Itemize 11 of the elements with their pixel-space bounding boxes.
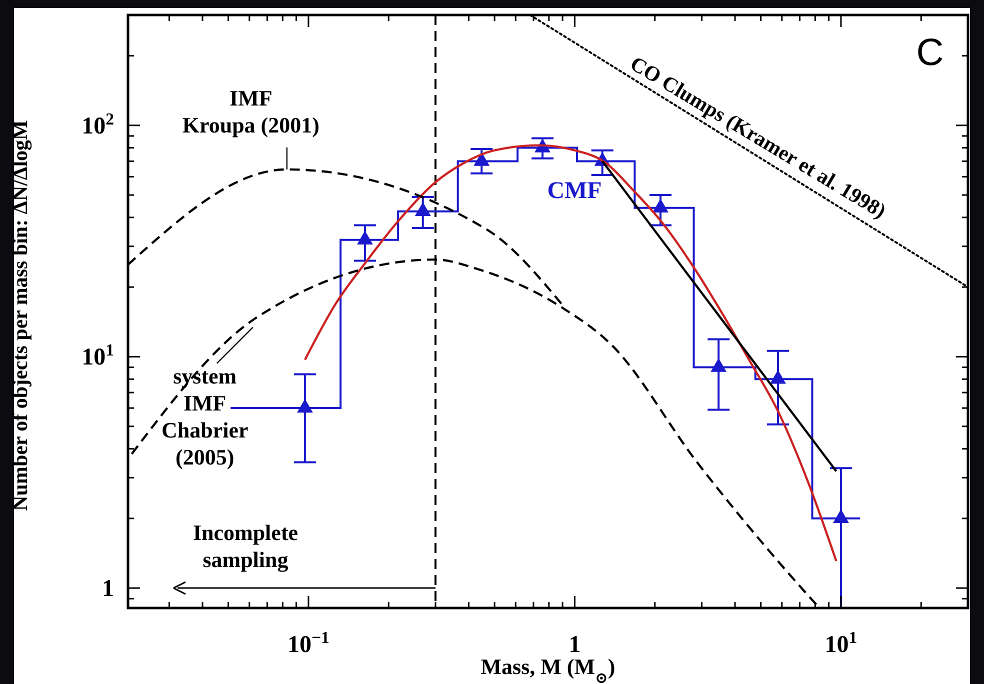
y-tick-label: 10$^{1}$ xyxy=(82,340,114,371)
annotation: system IMF Chabrier (2005) xyxy=(161,363,248,470)
x-tick-label: 10$^{1}$ xyxy=(824,628,858,658)
annotation: IMF Kroupa (2001) xyxy=(182,85,320,138)
y-tick-label: 1 xyxy=(102,576,114,602)
y-tick-label: 10$^{2}$ xyxy=(82,108,114,140)
annotation: Incomplete sampling xyxy=(192,520,298,572)
annotation: C xyxy=(916,32,944,74)
x-tick-label: 10$^{−1}$ xyxy=(287,628,330,658)
series-label: CMF xyxy=(547,178,602,204)
y-axis-title: Number of objects per mass bin: ΔN/ΔlogM xyxy=(8,120,32,511)
